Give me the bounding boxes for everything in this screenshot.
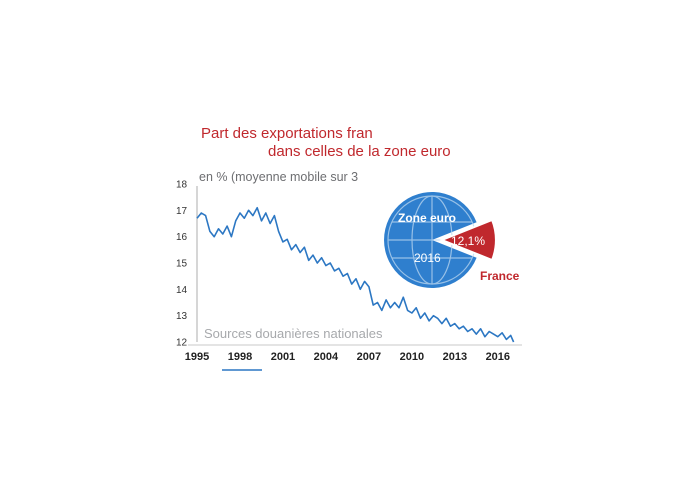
- x-tick-label: 2010: [400, 351, 424, 363]
- y-axis: 18 17 16 15 14 13 12: [176, 180, 188, 349]
- chart-title-line-2: dans celles de la zone euro: [268, 143, 451, 160]
- x-tick-label: 1998: [228, 351, 252, 363]
- pie-slice-france: [439, 218, 497, 262]
- y-tick-label: 15: [176, 259, 188, 270]
- source-note: Sources douanières nationales: [204, 326, 383, 341]
- y-tick-label: 14: [176, 285, 188, 296]
- x-tick-label: 2004: [314, 351, 339, 363]
- x-tick-label: 2001: [271, 351, 295, 363]
- series-line: [196, 206, 515, 343]
- france-label: France: [480, 269, 520, 283]
- x-axis: 1995 1998 2001 2004 2007 2010 2013 2016: [185, 351, 510, 363]
- y-tick-label: 18: [176, 180, 188, 191]
- x-tick-label: 1995: [185, 351, 209, 363]
- y-tick-label: 16: [176, 232, 188, 243]
- france-value-label: 12,1%: [451, 234, 485, 248]
- x-tick-label: 2013: [443, 351, 467, 363]
- y-tick-label: 12: [176, 338, 188, 349]
- chart-title-line-1: Part des exportations fran: [201, 125, 373, 142]
- y-tick-label: 13: [176, 311, 188, 322]
- x-tick-label: 2016: [486, 351, 510, 363]
- pie-title: Zone euro: [398, 211, 456, 225]
- chart-subtitle: en % (moyenne mobile sur 3: [199, 170, 358, 184]
- euro-zone-pie: Zone euro 2016 12,1% France: [384, 192, 520, 288]
- x-tick-label: 2007: [357, 351, 381, 363]
- y-tick-label: 17: [176, 206, 188, 217]
- pie-year: 2016: [414, 251, 441, 265]
